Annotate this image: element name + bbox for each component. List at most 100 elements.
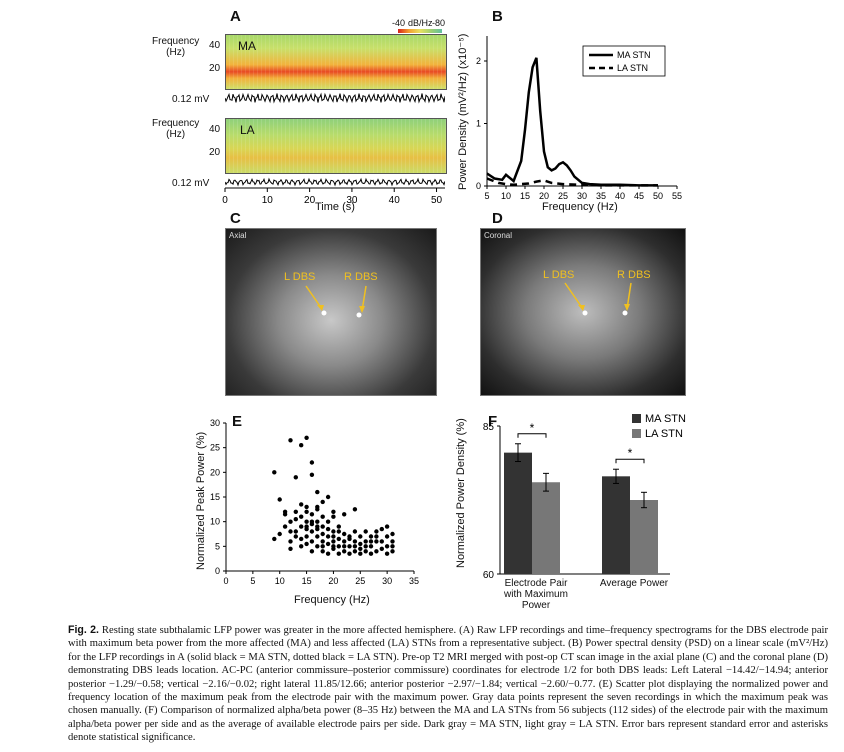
coronal-tag: Coronal	[484, 231, 513, 240]
scatter-point	[277, 497, 282, 502]
scatter-point	[352, 529, 358, 534]
scatter-point	[315, 507, 320, 512]
legend-ma-stn: MA STN	[617, 50, 651, 60]
scatter-point	[331, 514, 336, 519]
psd-xlabel: Frequency (Hz)	[542, 201, 618, 213]
scatter-point	[315, 519, 320, 524]
bar-y-tick: 60	[483, 570, 495, 581]
bar-chart: 60 85 * * MA STN LA STN	[483, 413, 686, 581]
lfp-trace-ma	[225, 92, 445, 104]
scatter-point	[325, 551, 331, 556]
scatter-point	[288, 529, 293, 534]
panel-a-letter: A	[230, 8, 241, 25]
time-tick: 10	[262, 195, 274, 206]
psd-x-tick: 30	[577, 191, 587, 201]
psd-x-tick: 5	[484, 191, 489, 201]
scatter-point	[315, 489, 320, 495]
psd-x-tick: 35	[596, 191, 606, 201]
time-tick: 30	[346, 195, 358, 206]
scatter-xlabel: Frequency (Hz)	[294, 594, 370, 606]
scatter-point	[384, 544, 390, 549]
scatter-point	[277, 531, 282, 537]
scatter-point	[320, 499, 325, 505]
axial-arrows	[305, 285, 367, 318]
scatter-point	[309, 549, 315, 554]
scatter-point	[299, 544, 304, 549]
scatter-point	[325, 526, 331, 532]
scatter-point	[293, 534, 298, 539]
scatter-point	[272, 470, 277, 475]
scatter-point	[342, 539, 347, 544]
panel-b-letter: B	[492, 8, 503, 25]
axial-l-dbs-label: L DBS	[284, 271, 316, 283]
scatter-y-tick: 20	[210, 467, 220, 477]
scatter-point	[288, 438, 293, 443]
scatter-x-tick: 20	[328, 576, 338, 586]
psd-x-tick: 25	[558, 191, 568, 201]
scatter-point	[384, 551, 390, 556]
scatter-point	[331, 529, 336, 534]
coronal-l-dbs-label: L DBS	[543, 269, 575, 281]
scatter-point	[282, 524, 288, 529]
sig-bracket	[517, 433, 547, 438]
scatter-point	[331, 509, 336, 514]
tick-20-la: 20	[209, 147, 221, 158]
freq-label-ma: Frequency (Hz)	[152, 36, 200, 58]
scatter-point	[309, 519, 315, 524]
psd-ylabel: Power Density (mV²/Hz) (x10⁻⁵)	[457, 33, 469, 190]
colorbar-right: -80	[432, 18, 446, 28]
scatter-y-tick: 25	[210, 443, 220, 453]
scatter-point	[309, 460, 315, 465]
scatter-point	[363, 539, 368, 544]
bar-group2-label: Average Power	[599, 578, 669, 589]
scatter-point	[368, 544, 374, 549]
tick-40-la: 40	[209, 124, 221, 135]
scatter-y-tick: 15	[210, 492, 220, 502]
scatter-point	[352, 544, 358, 549]
time-axis: 0 10 20 30 40 50	[222, 187, 445, 206]
scatter-point	[299, 502, 304, 507]
scatter-point	[304, 519, 309, 524]
scatter-y-tick: 30	[210, 418, 220, 428]
scatter-point	[374, 534, 379, 539]
scatter-point	[331, 534, 336, 539]
scatter-point	[331, 539, 336, 544]
sig-star: *	[530, 421, 535, 435]
scatter-point	[299, 524, 304, 529]
ma-label: MA	[238, 39, 256, 53]
bar-y-tick: 85	[483, 422, 495, 433]
scatter-point	[374, 529, 379, 534]
scatter-point	[315, 544, 320, 549]
scatter-point	[288, 546, 293, 551]
caption-text: Resting state subthalamic LFP power was …	[68, 625, 828, 744]
scatter-point	[320, 549, 325, 554]
scatter-point	[299, 443, 304, 448]
scatter-ylabel: Normalized Peak Power (%)	[195, 431, 207, 570]
scatter-point	[325, 494, 331, 500]
scatter-point	[379, 526, 384, 532]
bar-ylabel: Normalized Power Density (%)	[455, 418, 467, 568]
scatter-point	[352, 507, 358, 512]
scatter-point	[336, 551, 341, 556]
scatter-point	[374, 539, 379, 544]
scatter-point	[336, 544, 341, 549]
scatter-point	[347, 551, 352, 556]
scatter-point	[352, 549, 358, 554]
panel-d-letter: D	[492, 210, 503, 227]
spectrogram-ma: MA	[225, 34, 447, 90]
scatter-point	[288, 519, 293, 524]
scatter-point	[336, 529, 341, 534]
tick-40-ma: 40	[209, 40, 221, 51]
psd-y-tick: 1	[476, 119, 481, 129]
legend-la-stn: LA STN	[617, 63, 648, 73]
scatter-point	[309, 529, 315, 534]
scatter-point	[347, 544, 352, 549]
psd-y-tick: 0	[476, 181, 481, 191]
scatter-point	[368, 539, 374, 544]
spectrogram-la: LA	[225, 118, 447, 174]
scatter-point	[379, 546, 384, 551]
scatter-point	[304, 509, 309, 514]
scatter-x-tick: 5	[250, 576, 255, 586]
scatter-point	[358, 551, 363, 556]
voltage-label-ma: 0.12 mV	[172, 94, 210, 105]
